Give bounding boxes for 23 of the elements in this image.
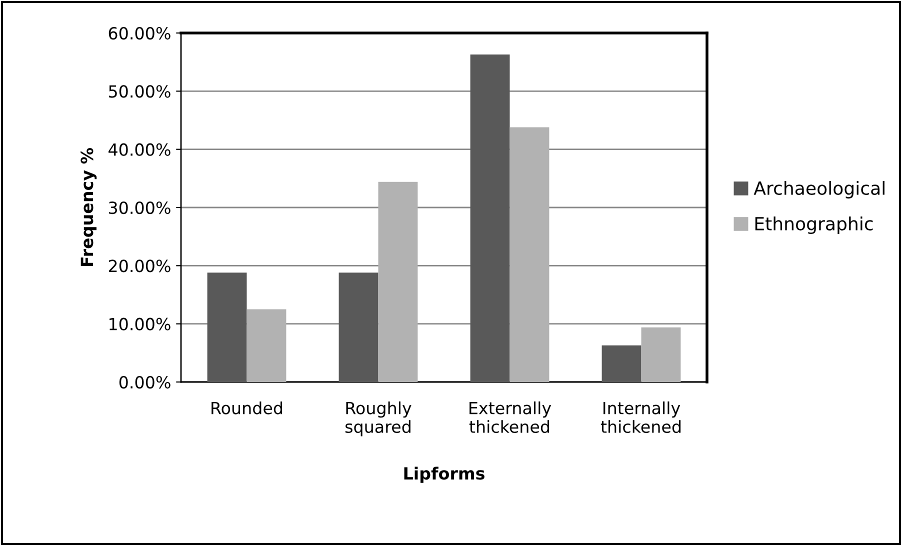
x-tick-label: Roughly squared bbox=[345, 401, 412, 436]
bar bbox=[378, 182, 418, 382]
x-tick-label: Rounded bbox=[212, 401, 282, 414]
bar bbox=[641, 327, 681, 382]
bar bbox=[602, 345, 642, 382]
y-tick-label: 50.00% bbox=[109, 85, 170, 98]
x-tick-label: Externally thickened bbox=[469, 401, 552, 434]
bar bbox=[207, 272, 247, 382]
y-axis-title: Frequency % bbox=[80, 148, 97, 266]
y-tick-label: 0.00% bbox=[119, 376, 170, 389]
bar bbox=[470, 54, 510, 382]
y-tick-label: 40.00% bbox=[108, 143, 170, 156]
legend-label: Archaeological bbox=[754, 181, 884, 198]
bar bbox=[246, 309, 286, 382]
legend-label: Ethnographic bbox=[755, 216, 873, 234]
bar bbox=[510, 127, 550, 382]
bar bbox=[338, 272, 378, 382]
y-tick-label: 60.00% bbox=[108, 26, 170, 40]
x-tick-label: Internally thickened bbox=[600, 401, 681, 434]
x-axis-title: Lipforms bbox=[404, 466, 484, 483]
y-tick-label: 10.00% bbox=[110, 318, 170, 330]
y-tick-label: 30.00% bbox=[109, 201, 170, 214]
y-tick-label: 20.00% bbox=[108, 260, 170, 272]
